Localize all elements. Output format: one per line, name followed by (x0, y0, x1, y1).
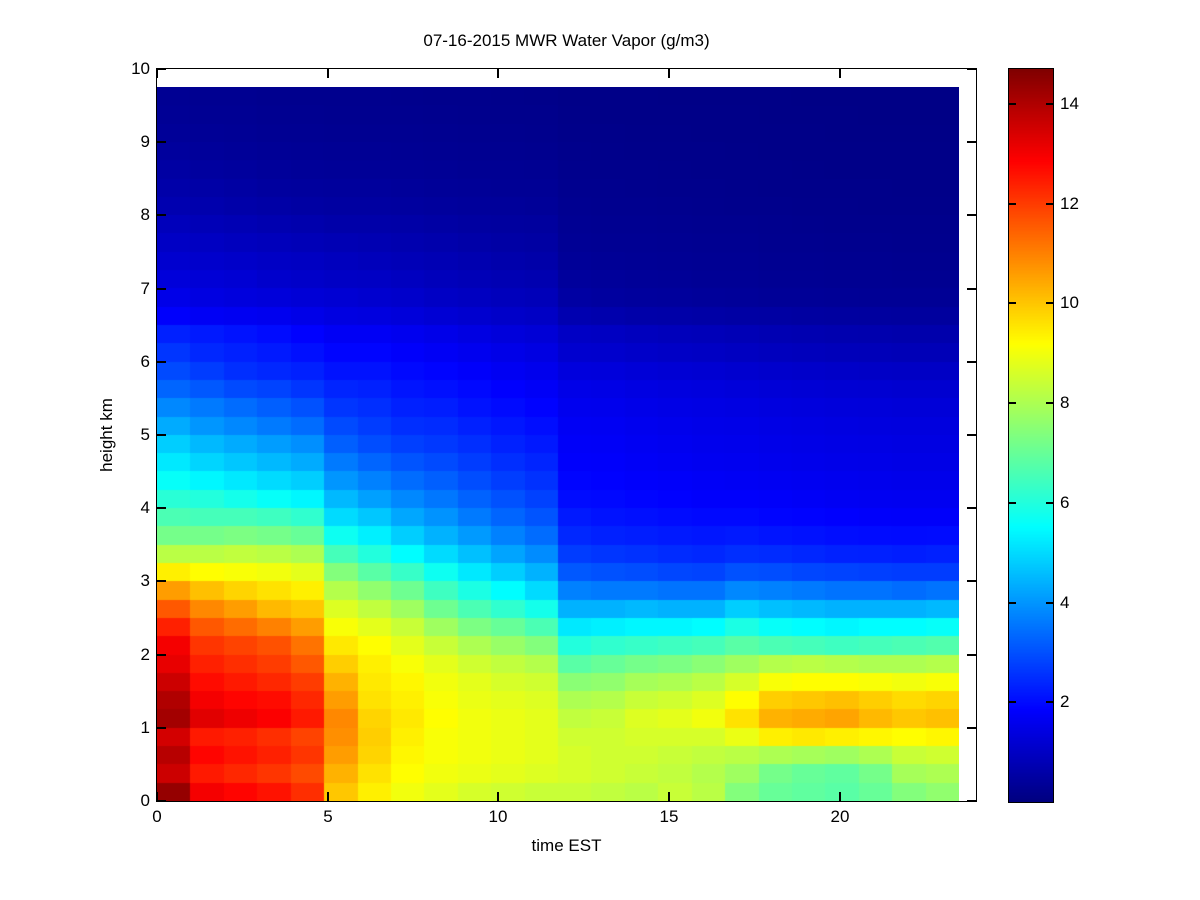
colorbar-tick-left (1009, 103, 1016, 105)
y-tick-left (157, 288, 166, 290)
y-tick-left (157, 654, 166, 656)
x-tick-label: 20 (830, 807, 850, 826)
x-tick-top (327, 69, 329, 78)
colorbar-tick-label: 6 (1060, 493, 1070, 512)
y-tick-left (157, 800, 166, 802)
colorbar-tick-label: 8 (1060, 393, 1070, 412)
y-tick-label: 9 (140, 132, 150, 151)
x-tick-bottom (327, 792, 329, 801)
y-tick-label: 3 (140, 571, 150, 590)
x-tick-label: 5 (323, 807, 333, 826)
colorbar-tick-label: 14 (1060, 94, 1079, 113)
colorbar-tick-right (1046, 402, 1053, 404)
y-tick-label: 0 (140, 791, 150, 810)
y-tick-right (967, 727, 976, 729)
x-tick-label: 0 (152, 807, 162, 826)
colorbar-canvas (1009, 69, 1053, 802)
y-tick-right (967, 361, 976, 363)
y-tick-right (967, 654, 976, 656)
y-tick-label: 5 (140, 425, 150, 444)
colorbar-tick-right (1046, 203, 1053, 205)
y-tick-label: 4 (140, 498, 150, 517)
y-tick-left (157, 141, 166, 143)
colorbar-tick-label: 2 (1060, 692, 1070, 711)
y-tick-left (157, 727, 166, 729)
x-tick-top (497, 69, 499, 78)
y-tick-right (967, 580, 976, 582)
y-tick-right (967, 434, 976, 436)
colorbar-tick-left (1009, 402, 1016, 404)
y-tick-left (157, 434, 166, 436)
colorbar-tick-label: 4 (1060, 593, 1070, 612)
y-tick-label: 7 (140, 279, 150, 298)
y-tick-left (157, 361, 166, 363)
x-axis-label: time EST (531, 836, 602, 855)
colorbar-tick-right (1046, 602, 1053, 604)
colorbar-tick-right (1046, 701, 1053, 703)
colorbar-tick-label: 10 (1060, 293, 1079, 312)
y-tick-left (157, 507, 166, 509)
chart-title: 07-16-2015 MWR Water Vapor (g/m3) (423, 31, 710, 50)
colorbar-tick-left (1009, 302, 1016, 304)
y-tick-left (157, 214, 166, 216)
colorbar-tick-label: 12 (1060, 194, 1079, 213)
colorbar-tick-left (1009, 701, 1016, 703)
y-tick-label: 2 (140, 645, 150, 664)
colorbar-tick-left (1009, 502, 1016, 504)
x-tick-bottom (668, 792, 670, 801)
y-tick-right (967, 141, 976, 143)
x-tick-label: 15 (659, 807, 679, 826)
colorbar-tick-left (1009, 602, 1016, 604)
colorbar-tick-left (1009, 203, 1016, 205)
heatmap-canvas (157, 87, 959, 801)
y-tick-label: 10 (131, 59, 150, 78)
y-tick-left (157, 580, 166, 582)
x-tick-top (668, 69, 670, 78)
x-tick-top (156, 69, 158, 78)
y-tick-label: 8 (140, 205, 150, 224)
y-tick-right (967, 507, 976, 509)
x-tick-bottom (156, 792, 158, 801)
y-tick-right (967, 288, 976, 290)
colorbar-tick-right (1046, 302, 1053, 304)
y-tick-right (967, 68, 976, 70)
x-tick-bottom (497, 792, 499, 801)
y-tick-right (967, 800, 976, 802)
x-tick-bottom (839, 792, 841, 801)
x-tick-label: 10 (488, 807, 508, 826)
x-tick-top (839, 69, 841, 78)
y-tick-right (967, 214, 976, 216)
colorbar-tick-right (1046, 502, 1053, 504)
y-tick-label: 6 (140, 352, 150, 371)
y-tick-left (157, 68, 166, 70)
colorbar-tick-right (1046, 103, 1053, 105)
y-tick-label: 1 (140, 718, 150, 737)
